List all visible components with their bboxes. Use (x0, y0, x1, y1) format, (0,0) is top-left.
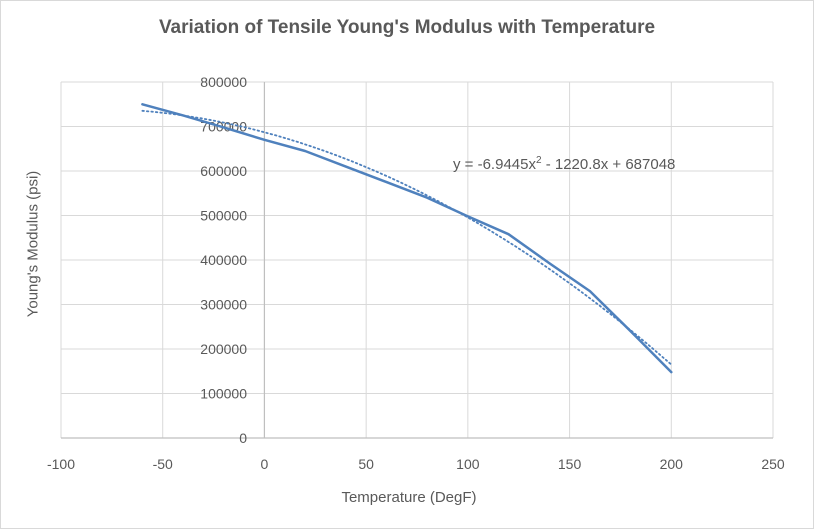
x-tick-label: 100 (456, 456, 480, 472)
trendline-series (141, 109, 673, 366)
y-tick-label: 500000 (200, 208, 247, 224)
y-tick-label: 200000 (200, 341, 247, 357)
x-tick-label: 200 (660, 456, 684, 472)
x-tick-label: 50 (358, 456, 374, 472)
equation-exponent: 2 (536, 155, 542, 166)
x-tick-label: 0 (261, 456, 269, 472)
y-tick-label: 600000 (200, 163, 247, 179)
y-tick-label: 100000 (200, 386, 247, 402)
axes (61, 82, 773, 439)
y-tick-label: 0 (239, 430, 247, 446)
equation-suffix: - 1220.8x + 687048 (542, 156, 676, 173)
gridlines (60, 81, 774, 439)
data-series-line (141, 103, 673, 374)
y-tick-label: 800000 (200, 74, 247, 90)
x-tick-label: -50 (153, 456, 173, 472)
x-tick-label: 150 (558, 456, 582, 472)
trendline-equation: y = -6.9445x2 - 1220.8x + 687048 (453, 155, 675, 173)
x-axis-label: Temperature (DegF) (341, 489, 477, 506)
y-tick-label: 300000 (200, 297, 247, 313)
chart-title: Variation of Tensile Young's Modulus wit… (158, 17, 656, 38)
y-tick-label: 400000 (200, 252, 247, 268)
series-layer (141, 103, 673, 374)
x-tick-label: -100 (47, 456, 75, 472)
x-tick-label: 250 (761, 456, 785, 472)
tick-labels: 0100000200000300000400000500000600000700… (47, 74, 785, 472)
equation-prefix: y = -6.9445x (453, 156, 536, 173)
